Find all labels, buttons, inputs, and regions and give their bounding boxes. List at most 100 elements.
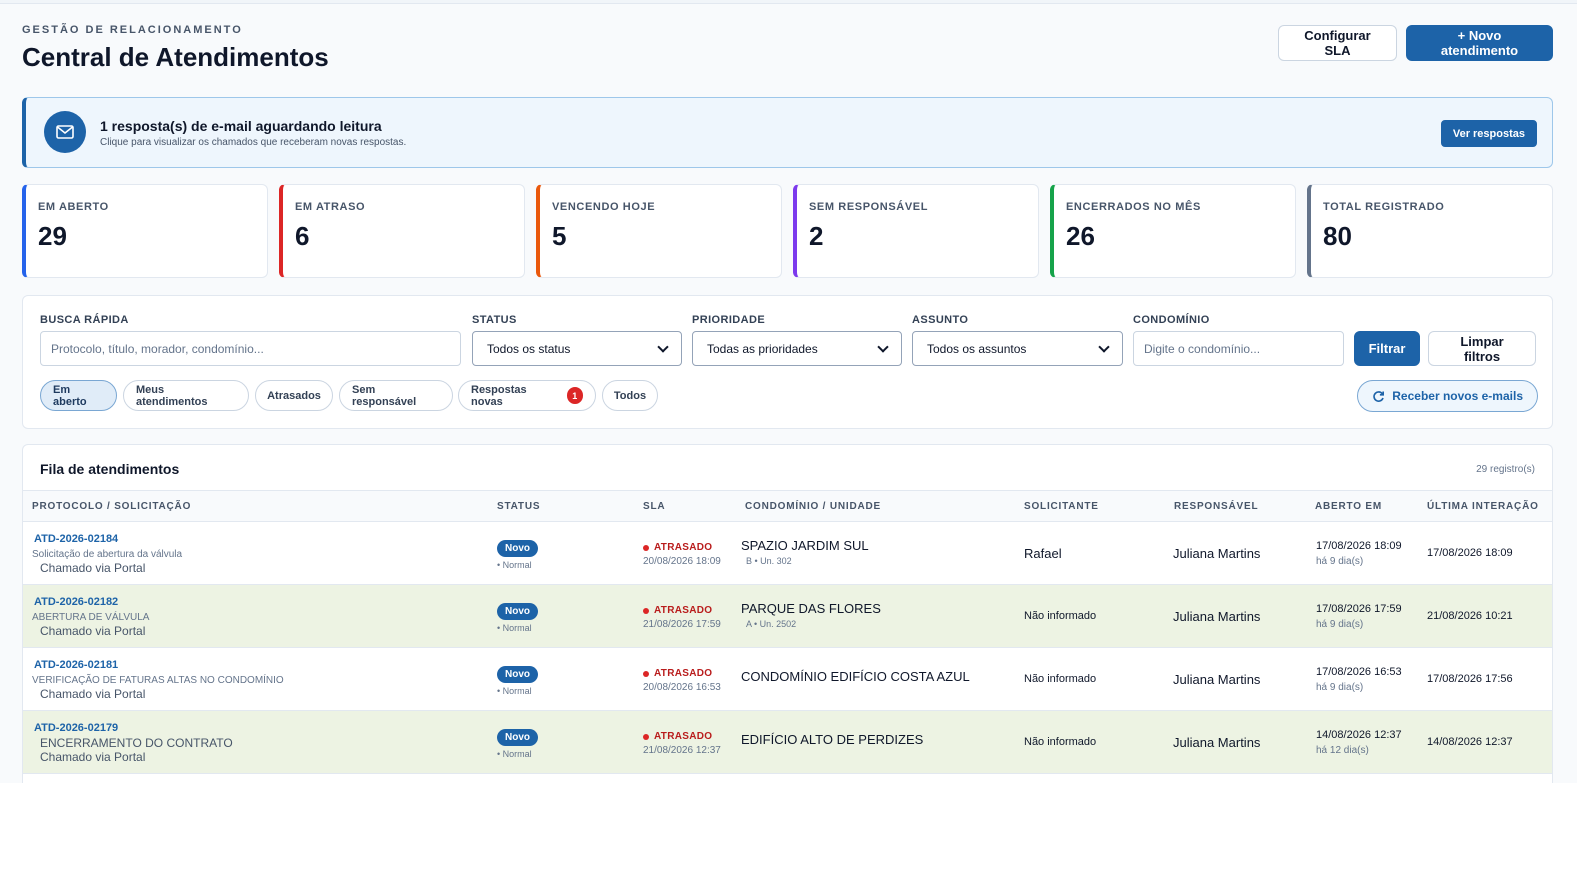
receive-emails-button[interactable]: Receber novos e-mails (1357, 380, 1538, 412)
condo-unit: B • Un. 302 (746, 556, 792, 566)
configure-sla-button[interactable]: Configurar SLA (1278, 25, 1397, 61)
opened-age: há 9 dia(s) (1316, 619, 1364, 630)
email-notice-banner[interactable]: 1 resposta(s) de e-mail aguardando leitu… (22, 97, 1553, 168)
condo-unit: A • Un. 2502 (746, 619, 797, 629)
ticket-channel: Chamado via Portal (40, 624, 146, 638)
last-interaction: 14/08/2026 12:37 (1427, 736, 1513, 748)
kpi-value: 26 (1066, 221, 1095, 251)
col-condo[interactable]: CONDOMÍNIO / UNIDADE (745, 501, 881, 512)
kpi-value: 29 (38, 221, 67, 251)
ticket-subject: ENCERRAMENTO DO CONTRATO (40, 736, 233, 750)
notice-subtitle: Clique para visualizar os chamados que r… (100, 137, 407, 148)
opened-at: 17/08/2026 16:53 (1316, 666, 1402, 678)
status-select-value: Todos os status (487, 341, 571, 356)
new-ticket-button[interactable]: + Novo atendimento (1406, 25, 1553, 61)
kpi-value: 2 (809, 221, 824, 251)
chevron-down-icon (877, 340, 889, 353)
chip-new-replies[interactable]: Respostas novas 1 (458, 380, 596, 411)
requester: Não informado (1024, 673, 1097, 685)
subject-select[interactable]: Todos os assuntos (912, 331, 1123, 366)
chip-open[interactable]: Em aberto (40, 380, 117, 411)
subject-label: ASSUNTO (912, 314, 969, 326)
col-requester[interactable]: SOLICITANTE (1024, 501, 1099, 512)
sla-status: ATRASADO (643, 542, 712, 553)
ticket-channel: Chamado via Portal (40, 750, 146, 764)
condo-name: CONDOMÍNIO EDIFÍCIO COSTA AZUL (741, 669, 970, 684)
protocol-link[interactable]: ATD-2026-02181 (34, 659, 119, 671)
kpi-label: ENCERRADOS NO MÊS (1066, 201, 1201, 213)
condo-name: PARQUE DAS FLORES (741, 601, 881, 616)
queue-count: 29 registro(s) (1476, 464, 1535, 475)
ticket-subject: Solicitação de abertura da válvula (32, 549, 183, 560)
filters-panel: BUSCA RÁPIDA Protocolo, título, morador,… (22, 295, 1553, 429)
sla-status: ATRASADO (643, 668, 712, 679)
chip-new-replies-label: Respostas novas (471, 383, 527, 408)
col-last-interaction[interactable]: ÚLTIMA INTERAÇÃO (1427, 501, 1539, 512)
condo-label: CONDOMÍNIO (1133, 314, 1210, 326)
priority-select[interactable]: Todas as prioridades (692, 331, 902, 366)
kpi-total[interactable]: TOTAL REGISTRADO 80 (1307, 184, 1553, 278)
requester: Não informado (1024, 736, 1097, 748)
table-row[interactable]: ATD-2026-02181 VERIFICAÇÃO DE FATURAS AL… (23, 648, 1552, 711)
notice-title: 1 resposta(s) de e-mail aguardando leitu… (100, 118, 382, 134)
kpi-closed-month[interactable]: ENCERRADOS NO MÊS 26 (1050, 184, 1296, 278)
owner: Juliana Martins (1173, 609, 1261, 624)
sla-deadline: 21/08/2026 12:37 (643, 745, 721, 756)
late-dot-icon (643, 544, 649, 551)
opened-at: 17/08/2026 18:09 (1316, 540, 1402, 552)
table-row[interactable]: ATD-2026-02182 ABERTURA DE VÁLVULA Chama… (23, 585, 1552, 648)
protocol-link[interactable]: ATD-2026-02179 (34, 722, 119, 734)
status-badge-label: Novo (497, 540, 538, 557)
kpi-label: SEM RESPONSÁVEL (809, 201, 929, 213)
table-row[interactable]: ATD-2026-02184 Solicitação de abertura d… (23, 522, 1552, 585)
kpi-cards: EM ABERTO 29 EM ATRASO 6 VENCENDO HOJE 5… (22, 184, 1553, 278)
page-header: GESTÃO DE RELACIONAMENTO Central de Aten… (22, 24, 329, 73)
protocol-link[interactable]: ATD-2026-02184 (34, 533, 119, 545)
chip-all[interactable]: Todos (602, 380, 658, 411)
status-badge: Novo (497, 601, 538, 620)
status-label: STATUS (472, 314, 517, 326)
col-opened[interactable]: ABERTO EM (1315, 501, 1383, 512)
kpi-label: EM ATRASO (295, 201, 366, 213)
kpi-open[interactable]: EM ABERTO 29 (22, 184, 268, 278)
sla-status-label: ATRASADO (654, 542, 713, 553)
chip-my-tickets[interactable]: Meus atendimentos (123, 380, 249, 411)
kpi-value: 5 (552, 221, 567, 251)
col-protocol[interactable]: PROTOCOLO / SOLICITAÇÃO (32, 501, 192, 512)
col-sla[interactable]: SLA (643, 501, 666, 512)
table-header: PROTOCOLO / SOLICITAÇÃO STATUS SLA CONDO… (23, 490, 1552, 522)
last-interaction: 17/08/2026 18:09 (1427, 547, 1513, 559)
kpi-label: EM ABERTO (38, 201, 109, 213)
opened-at: 14/08/2026 12:37 (1316, 729, 1402, 741)
protocol-link[interactable]: ATD-2026-02182 (34, 596, 119, 608)
table-row[interactable]: ATD-2026-02179 ENCERRAMENTO DO CONTRATO … (23, 711, 1552, 774)
requester: Rafael (1024, 546, 1062, 561)
status-badge-label: Novo (497, 666, 538, 683)
status-select[interactable]: Todos os status (472, 331, 682, 366)
sla-deadline: 21/08/2026 17:59 (643, 619, 721, 630)
kpi-unassigned[interactable]: SEM RESPONSÁVEL 2 (793, 184, 1039, 278)
top-strip (0, 0, 1577, 4)
queue-title: Fila de atendimentos (40, 461, 180, 477)
clear-filters-button[interactable]: Limpar filtros (1428, 331, 1536, 366)
opened-age: há 9 dia(s) (1316, 682, 1364, 693)
priority-text: • Normal (497, 560, 532, 570)
priority-label: PRIORIDADE (692, 314, 766, 326)
chip-late[interactable]: Atrasados (255, 380, 333, 411)
owner: Juliana Martins (1173, 735, 1261, 750)
last-interaction: 21/08/2026 10:21 (1427, 610, 1513, 622)
sla-status: ATRASADO (643, 731, 712, 742)
kpi-late[interactable]: EM ATRASO 6 (279, 184, 525, 278)
condo-input[interactable]: Digite o condomínio... (1133, 331, 1344, 366)
kpi-due-today[interactable]: VENCENDO HOJE 5 (536, 184, 782, 278)
view-replies-button[interactable]: Ver respostas (1440, 120, 1537, 147)
owner: Juliana Martins (1173, 672, 1261, 687)
sla-status-label: ATRASADO (654, 731, 713, 742)
kpi-value: 6 (295, 221, 310, 251)
search-input[interactable]: Protocolo, título, morador, condomínio..… (40, 331, 461, 366)
sla-status-label: ATRASADO (654, 605, 713, 616)
col-owner[interactable]: RESPONSÁVEL (1174, 501, 1259, 512)
filter-button[interactable]: Filtrar (1354, 331, 1420, 366)
chip-unassigned[interactable]: Sem responsável (339, 380, 453, 411)
col-status[interactable]: STATUS (497, 501, 541, 512)
